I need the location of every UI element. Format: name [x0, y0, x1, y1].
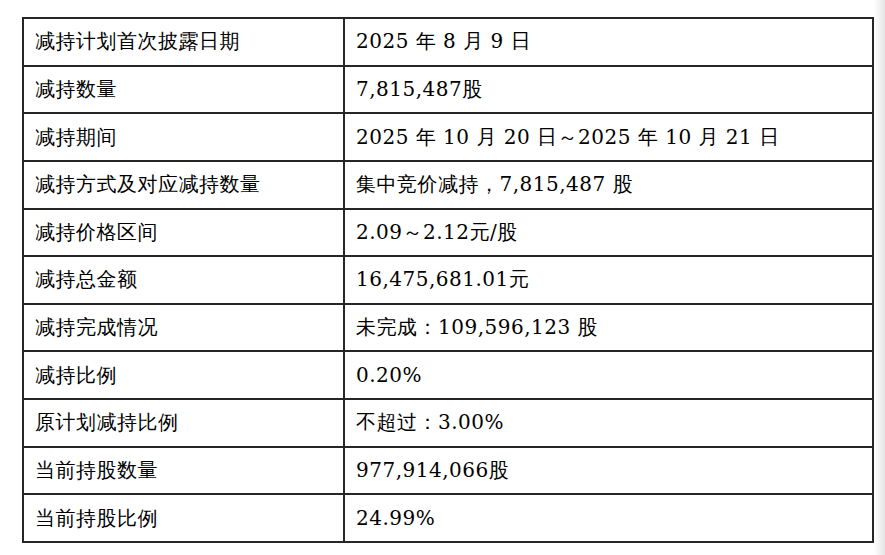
table-row: 减持价格区间 2.09～2.12元/股 — [23, 209, 873, 257]
row-label-cell: 减持数量 — [23, 66, 344, 114]
row-value-cell: 977,914,066股 — [344, 447, 873, 495]
row-label-cell: 原计划减持比例 — [23, 399, 344, 447]
row-value-cell: 集中竞价减持，7,815,487 股 — [344, 161, 873, 209]
table-row: 减持期间 2025 年 10 月 20 日～2025 年 10 月 21 日 — [23, 113, 873, 161]
table-row: 减持总金额 16,475,681.01元 — [23, 256, 873, 304]
row-label-cell: 减持计划首次披露日期 — [23, 18, 344, 66]
table-row: 当前持股比例 24.99% — [23, 494, 873, 542]
table-row: 原计划减持比例 不超过：3.00% — [23, 399, 873, 447]
document-page: 减持计划首次披露日期 2025 年 8 月 9 日 减持数量 7,815,487… — [0, 0, 885, 555]
row-label-cell: 减持价格区间 — [23, 209, 344, 257]
row-label-cell: 当前持股比例 — [23, 494, 344, 542]
row-value-cell: 7,815,487股 — [344, 66, 873, 114]
row-value-cell: 2025 年 8 月 9 日 — [344, 18, 873, 66]
row-value-cell: 16,475,681.01元 — [344, 256, 873, 304]
row-label-cell: 减持总金额 — [23, 256, 344, 304]
row-label-cell: 减持完成情况 — [23, 304, 344, 352]
table-body: 减持计划首次披露日期 2025 年 8 月 9 日 减持数量 7,815,487… — [23, 18, 873, 542]
share-reduction-table: 减持计划首次披露日期 2025 年 8 月 9 日 减持数量 7,815,487… — [22, 17, 874, 543]
row-label-cell: 减持方式及对应减持数量 — [23, 161, 344, 209]
row-value-cell: 24.99% — [344, 494, 873, 542]
page-edge-shade — [874, 0, 885, 555]
row-label-cell: 减持期间 — [23, 113, 344, 161]
row-value-cell: 2.09～2.12元/股 — [344, 209, 873, 257]
row-label-cell: 当前持股数量 — [23, 447, 344, 495]
table-row: 减持数量 7,815,487股 — [23, 66, 873, 114]
table-row: 减持方式及对应减持数量 集中竞价减持，7,815,487 股 — [23, 161, 873, 209]
row-value-cell: 0.20% — [344, 351, 873, 399]
row-value-cell: 不超过：3.00% — [344, 399, 873, 447]
table-row: 减持计划首次披露日期 2025 年 8 月 9 日 — [23, 18, 873, 66]
table-row: 当前持股数量 977,914,066股 — [23, 447, 873, 495]
row-value-cell: 未完成：109,596,123 股 — [344, 304, 873, 352]
row-label-cell: 减持比例 — [23, 351, 344, 399]
row-value-cell: 2025 年 10 月 20 日～2025 年 10 月 21 日 — [344, 113, 873, 161]
table-row: 减持完成情况 未完成：109,596,123 股 — [23, 304, 873, 352]
table-row: 减持比例 0.20% — [23, 351, 873, 399]
